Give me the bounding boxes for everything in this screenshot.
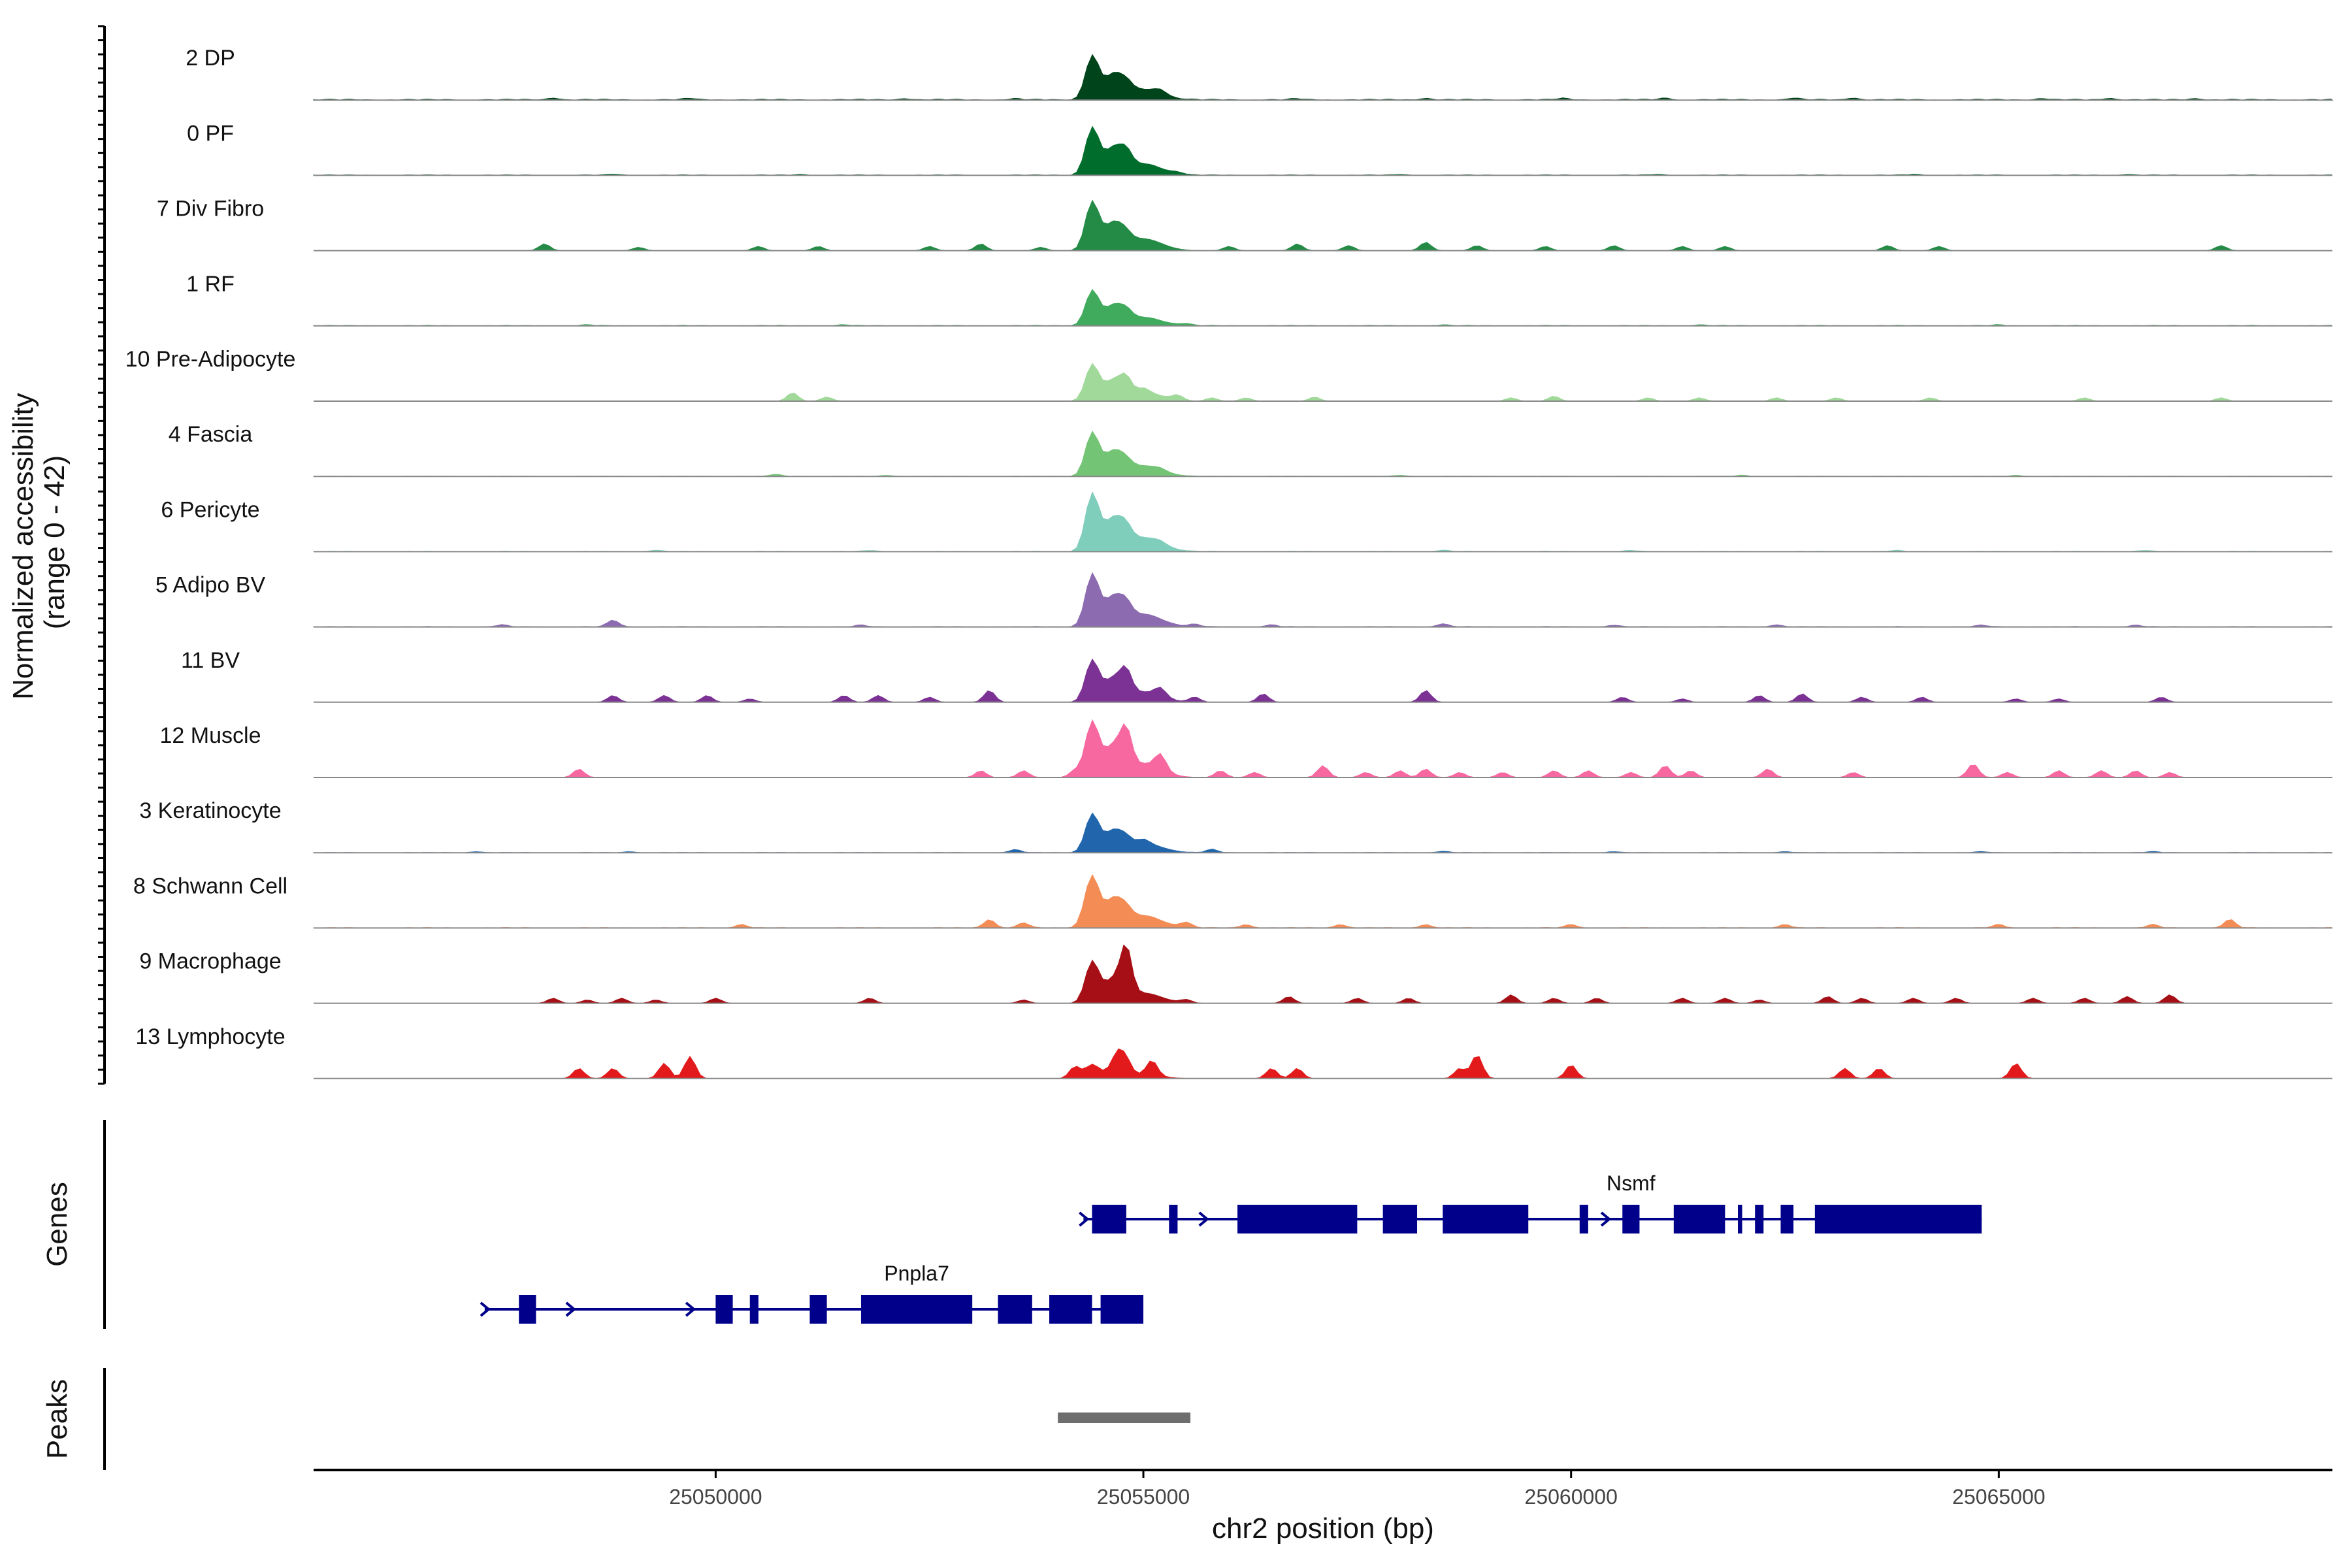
gene-exon [860,1295,973,1324]
track-label: 6 Pericyte [161,497,259,522]
gene-exon [1049,1295,1092,1324]
x-tick-label: 25065000 [1952,1485,2045,1509]
coverage-area [313,812,2333,853]
gene-label: Nsmf [1607,1171,1656,1195]
x-axis-ticks: 25050000 25055000 25060000 25065000 [669,1470,2046,1509]
gene-pnpla7: Pnpla7 [480,1262,1144,1324]
track-13-lymphocyte: 13 Lymphocyte [135,1024,2332,1079]
track-label: 3 Keratinocyte [139,798,281,823]
x-axis-title: chr2 position (bp) [1212,1512,1434,1544]
track-label: 1 RF [186,272,235,297]
x-tick-label: 25050000 [669,1485,762,1509]
track-label: 4 Fascia [169,422,253,447]
strand-arrow [565,1301,576,1317]
gene-exon [1673,1205,1725,1233]
track-label: 12 Muscle [160,723,261,748]
coverage-area [314,944,2332,1004]
gene-exon [1814,1205,1982,1233]
track-3-keratinocyte: 3 Keratinocyte [139,798,2333,854]
gene-exon [809,1295,827,1324]
coverage-area [314,719,2332,778]
gene-exon [715,1295,733,1324]
coverage-area [313,125,2333,176]
strand-arrow [1079,1211,1090,1227]
coverage-area [313,431,2333,477]
coverage-tracks: 2 DP 0 PF 7 Div Fibro 1 RF 10 Pre-Adipocyte 4… [125,46,2334,1079]
gene-exon [998,1295,1032,1324]
gene-exon [1579,1205,1588,1233]
strand-arrow [480,1301,491,1317]
gene-exon [1237,1205,1358,1233]
gene-exon [1382,1205,1418,1233]
track-9-macrophage: 9 Macrophage [139,944,2332,1004]
peak-track [1058,1413,1191,1423]
y-axis-title: Normalized accessibility (range 0 - 42) [7,385,71,700]
y-axis-ticks [98,25,106,1085]
track-4-fascia: 4 Fascia [169,422,2333,478]
peak-bar [1058,1413,1191,1423]
gene-exon [1755,1205,1764,1233]
track-label: 10 Pre-Adipocyte [125,347,296,372]
track-0-pf: 0 PF [187,121,2333,176]
gene-exon [1622,1205,1640,1233]
track-label: 5 Adipo BV [155,573,266,598]
track-11-bv: 11 BV [181,648,2332,703]
strand-arrow [1600,1211,1612,1227]
track-8-schwann-cell: 8 Schwann Cell [133,874,2333,929]
gene-exon [1780,1205,1794,1233]
gene-exon [1738,1205,1742,1233]
gene-exon [1092,1205,1126,1233]
coverage-area [314,1048,2332,1079]
track-label: 13 Lymphocyte [135,1024,285,1049]
gene-exon [1169,1205,1178,1233]
track-5-adipo-bv: 5 Adipo BV [155,572,2333,628]
track-label: 0 PF [187,121,234,146]
gene-exon [1100,1295,1144,1324]
track-12-muscle: 12 Muscle [160,719,2332,778]
strand-arrow [1198,1211,1209,1227]
gene-exon [749,1295,759,1324]
track-label: 7 Div Fibro [157,197,264,221]
x-tick-label: 25055000 [1097,1485,1190,1509]
coverage-area [313,54,2334,101]
strand-arrow [685,1301,696,1317]
track-label: 11 BV [181,648,240,673]
coverage-area [313,289,2333,327]
track-7-div-fibro: 7 Div Fibro [157,197,2332,252]
peaks-label: Peaks [41,1379,73,1459]
coverage-area [314,363,2332,402]
track-6-pericyte: 6 Pericyte [161,491,2333,553]
x-tick-label: 25060000 [1525,1485,1618,1509]
gene-label: Pnpla7 [884,1262,949,1285]
gene-track: Nsmf Pnpla7 [480,1171,1982,1324]
coverage-area [313,572,2333,628]
track-2-dp: 2 DP [186,46,2334,101]
coverage-area [313,491,2333,552]
genes-label: Genes [41,1182,73,1267]
track-label: 2 DP [186,46,235,71]
gene-exon [519,1295,536,1324]
track-10-pre-adipocyte: 10 Pre-Adipocyte [125,347,2332,402]
track-label: 9 Macrophage [139,949,281,974]
coverage-area [314,658,2332,703]
y-axis-title-line1: Normalized accessibility [7,393,39,699]
gene-exon [1443,1205,1529,1233]
gene-nsmf: Nsmf [1079,1171,1982,1233]
y-axis-title-line2: (range 0 - 42) [39,455,71,630]
track-label: 8 Schwann Cell [133,874,287,898]
coverage-area [313,874,2333,928]
coverage-area [314,199,2332,252]
track-1-rf: 1 RF [186,272,2333,327]
